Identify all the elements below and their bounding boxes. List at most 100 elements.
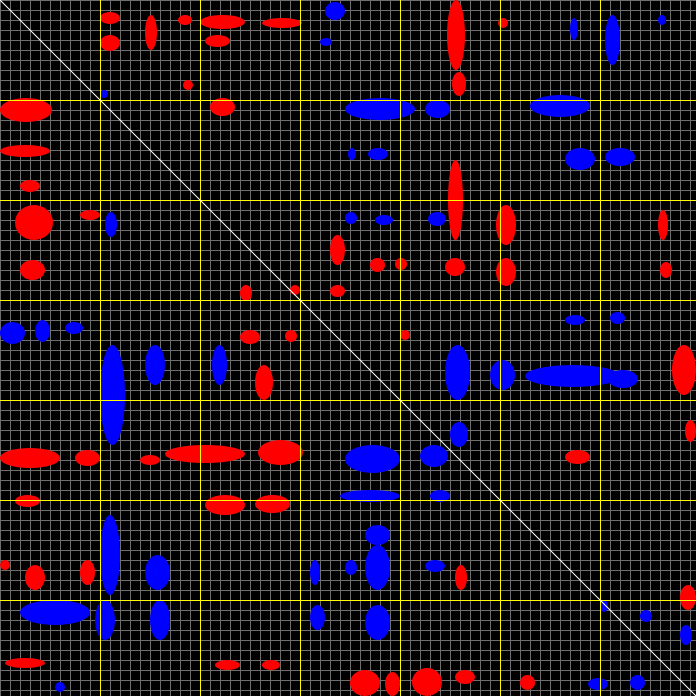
positive-contact-blob <box>20 180 40 192</box>
positive-contact-blob <box>0 448 60 468</box>
negative-contact-blob <box>530 95 590 117</box>
positive-contact-blob <box>445 258 465 276</box>
positive-contact-blob <box>140 455 160 465</box>
negative-contact-blob <box>212 345 227 385</box>
negative-contact-blob <box>100 345 125 445</box>
positive-contact-blob <box>385 672 400 696</box>
positive-contact-blob <box>205 35 230 47</box>
negative-contact-blob <box>430 490 450 502</box>
positive-contact-blob <box>75 450 100 466</box>
negative-contact-blob <box>310 605 325 630</box>
positive-contact-blob <box>183 80 193 90</box>
negative-contact-blob <box>55 682 65 692</box>
positive-contact-blob <box>25 565 45 590</box>
positive-contact-blob <box>210 98 235 116</box>
negative-contact-blob <box>100 90 108 98</box>
negative-contact-blob <box>35 320 50 342</box>
negative-contact-blob <box>425 100 450 118</box>
positive-contact-blob <box>658 210 668 240</box>
positive-contact-blob <box>0 98 52 122</box>
positive-contact-blob <box>412 668 442 696</box>
negative-contact-blob <box>420 445 448 467</box>
negative-contact-blob <box>365 605 390 640</box>
negative-contact-blob <box>310 560 320 585</box>
negative-contact-blob <box>375 215 393 225</box>
negative-contact-blob <box>340 490 400 502</box>
negative-contact-blob <box>100 515 120 595</box>
positive-contact-blob <box>240 330 260 344</box>
negative-contact-blob <box>565 148 595 170</box>
negative-contact-blob <box>565 315 585 325</box>
negative-contact-blob <box>365 545 390 590</box>
positive-contact-blob <box>100 35 120 51</box>
positive-contact-blob <box>15 205 53 240</box>
positive-contact-blob <box>240 285 252 301</box>
negative-contact-blob <box>445 345 470 400</box>
positive-contact-blob <box>496 205 516 245</box>
negative-contact-blob <box>640 610 652 622</box>
positive-contact-blob <box>258 440 303 465</box>
negative-contact-blob <box>150 600 170 640</box>
positive-contact-blob <box>672 345 696 395</box>
negative-contact-blob <box>525 365 620 387</box>
negative-contact-blob <box>680 625 692 645</box>
positive-contact-blob <box>145 15 157 50</box>
negative-contact-blob <box>0 322 25 344</box>
positive-contact-blob <box>0 560 10 570</box>
positive-contact-blob <box>330 235 345 265</box>
positive-contact-blob <box>0 145 50 157</box>
negative-contact-blob <box>95 600 115 640</box>
negative-contact-blob <box>605 148 635 166</box>
negative-contact-blob <box>428 212 446 226</box>
positive-contact-blob <box>205 495 245 515</box>
negative-contact-blob <box>325 2 345 20</box>
negative-contact-blob <box>65 322 83 334</box>
positive-contact-blob <box>400 330 410 340</box>
positive-contact-blob <box>330 285 345 297</box>
negative-contact-blob <box>105 212 117 237</box>
negative-contact-blob <box>145 555 170 590</box>
positive-contact-blob <box>660 262 672 278</box>
positive-contact-blob <box>80 210 100 220</box>
negative-contact-blob <box>425 560 445 572</box>
positive-contact-blob <box>498 18 508 28</box>
positive-contact-blob <box>685 420 696 442</box>
positive-contact-blob <box>680 585 696 610</box>
positive-contact-blob <box>215 660 240 670</box>
positive-contact-blob <box>520 675 535 690</box>
negative-contact-blob <box>345 212 357 224</box>
positive-contact-blob <box>255 495 290 513</box>
positive-contact-blob <box>285 330 297 342</box>
negative-contact-blob <box>450 422 468 447</box>
negative-contact-blob <box>658 15 666 25</box>
positive-contact-blob <box>80 560 95 585</box>
negative-contact-blob <box>345 98 415 120</box>
negative-contact-blob <box>610 312 625 324</box>
negative-contact-blob <box>490 360 515 390</box>
positive-contact-blob <box>178 15 192 25</box>
positive-contact-blob <box>455 565 467 590</box>
negative-contact-blob <box>365 525 390 545</box>
positive-contact-blob <box>255 365 273 400</box>
negative-contact-blob <box>345 445 400 473</box>
negative-contact-blob <box>570 18 578 40</box>
positive-contact-blob <box>262 660 280 670</box>
negative-contact-blob <box>345 560 357 575</box>
negative-contact-blob <box>600 600 608 612</box>
negative-contact-blob <box>605 15 620 65</box>
positive-contact-blob <box>5 658 45 668</box>
positive-contact-blob <box>452 72 466 96</box>
negative-contact-blob <box>608 370 638 388</box>
negative-contact-blob <box>20 600 90 625</box>
positive-contact-blob <box>455 670 475 684</box>
negative-contact-blob <box>145 345 165 385</box>
positive-contact-blob <box>350 670 380 696</box>
positive-contact-blob <box>20 260 45 280</box>
positive-contact-blob <box>565 450 590 464</box>
positive-contact-blob <box>165 445 245 463</box>
positive-contact-blob <box>370 258 385 272</box>
positive-contact-blob <box>447 0 465 70</box>
